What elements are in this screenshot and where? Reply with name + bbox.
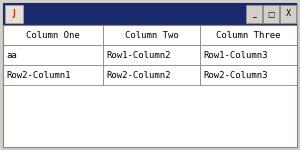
Bar — [246, 5, 262, 23]
Bar — [103, 45, 200, 65]
Text: X: X — [285, 9, 291, 18]
Text: J: J — [13, 9, 15, 18]
Text: aa: aa — [6, 51, 17, 60]
Text: Row2-Column3: Row2-Column3 — [203, 70, 268, 80]
Bar — [3, 25, 297, 147]
Text: Row2-Column2: Row2-Column2 — [106, 70, 170, 80]
Bar — [103, 65, 200, 85]
Bar — [3, 25, 297, 147]
Text: _: _ — [252, 9, 256, 18]
Bar — [200, 45, 297, 65]
Bar — [5, 5, 23, 23]
Bar — [3, 45, 103, 65]
Bar — [200, 65, 297, 85]
Bar — [3, 65, 103, 85]
Bar — [280, 5, 296, 23]
Text: Column Two: Column Two — [124, 30, 178, 39]
Text: Row1-Column3: Row1-Column3 — [203, 51, 268, 60]
Bar — [3, 3, 297, 25]
Text: Row2-Column1: Row2-Column1 — [6, 70, 70, 80]
Text: Column Three: Column Three — [216, 30, 281, 39]
Text: Column One: Column One — [26, 30, 80, 39]
Bar — [3, 25, 103, 45]
Bar — [263, 5, 279, 23]
Text: □: □ — [267, 9, 274, 18]
Bar — [103, 25, 200, 45]
Text: Row1-Column2: Row1-Column2 — [106, 51, 170, 60]
Bar — [200, 25, 297, 45]
